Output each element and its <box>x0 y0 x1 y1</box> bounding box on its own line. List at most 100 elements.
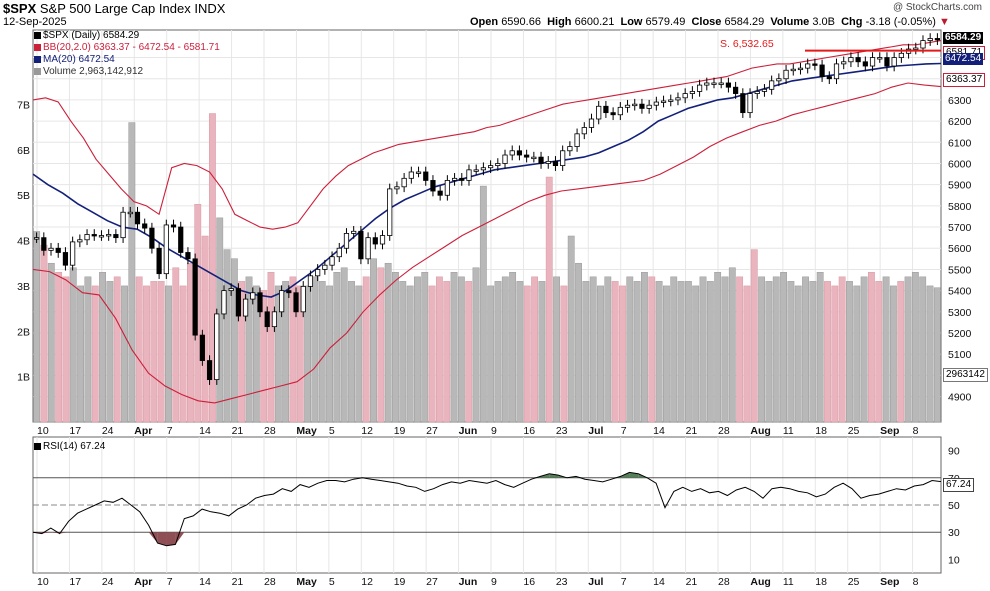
candle-body <box>913 47 919 50</box>
x-tick-label: 14 <box>199 576 211 588</box>
volume-bar <box>816 272 824 423</box>
volume-bar <box>714 272 722 423</box>
candle-body <box>228 288 234 292</box>
volume-bar <box>655 281 663 423</box>
volume-bar <box>575 262 582 423</box>
candle-body <box>120 211 126 239</box>
exchange: INDX <box>194 1 226 16</box>
candle-body <box>307 275 314 287</box>
candle-body <box>581 127 587 135</box>
candle-body <box>134 211 141 225</box>
candle-body <box>387 188 393 236</box>
y-tick-label: 6000 <box>948 158 972 170</box>
x-tick-label: 10 <box>37 576 49 588</box>
candle-body <box>77 239 83 243</box>
x-tick-label: 21 <box>232 425 244 437</box>
candle-body <box>603 105 609 114</box>
x-tick-label: Sep <box>880 425 899 437</box>
bb-lower-line <box>32 82 942 404</box>
volume-bar <box>750 249 758 423</box>
volume-bar <box>824 281 831 423</box>
x-tick-label: 23 <box>556 576 568 588</box>
volume-bar <box>538 281 546 423</box>
volume-bar <box>428 285 436 423</box>
legend-volume: Volume 2,963,142,912 <box>34 66 143 77</box>
candle-body <box>423 171 429 181</box>
volume-bar <box>47 262 55 423</box>
volume-bar <box>860 276 868 423</box>
y-tick-label: 5400 <box>948 286 972 298</box>
volume-bar <box>809 281 817 423</box>
x-tick-label: 9 <box>491 576 497 588</box>
candle-body <box>84 234 90 241</box>
x-tick-label: Jul <box>588 576 603 588</box>
candle-body <box>711 82 717 85</box>
watermark: @ StockCharts.com <box>892 2 982 13</box>
candle-body <box>747 93 753 114</box>
volume-bar <box>882 276 890 423</box>
x-tick-label: 5 <box>329 425 335 437</box>
volume-bar <box>289 276 297 423</box>
volume-bar <box>33 231 41 423</box>
candle-body <box>372 237 378 245</box>
volume-bar <box>457 276 465 423</box>
volume-bar <box>252 285 260 423</box>
candle-body <box>300 285 306 313</box>
x-tick-label: 10 <box>37 425 49 437</box>
y-tick-label: 4900 <box>948 392 972 404</box>
candle-body <box>884 57 890 67</box>
symbol: $SPX <box>3 1 37 16</box>
candle-body <box>192 258 198 336</box>
volume-bar <box>472 267 480 423</box>
x-tick-label: 28 <box>718 425 730 437</box>
candle-body <box>185 252 191 260</box>
volume-bar <box>208 113 216 423</box>
candle-body <box>898 52 904 58</box>
volume-bar <box>362 276 370 423</box>
rsi-tick-label: 90 <box>948 446 960 458</box>
candle-body <box>365 237 371 260</box>
rsi-overbought-fill <box>549 473 559 478</box>
candle-body <box>524 154 530 158</box>
candle-body <box>682 93 688 99</box>
volume-bar <box>802 276 809 423</box>
candle-body <box>379 235 386 245</box>
x-tick-label: Jun <box>459 576 478 588</box>
down-arrow-icon: ▼ <box>938 16 950 28</box>
candle-body <box>206 360 213 381</box>
candle-body <box>790 68 796 72</box>
candle-body <box>315 269 321 277</box>
y-tick-label: 5200 <box>948 328 972 340</box>
candle-body <box>754 91 760 94</box>
candle-body <box>163 224 169 275</box>
candle-body <box>279 290 285 313</box>
volume-bar <box>501 276 509 423</box>
volume-tag: 2963142 <box>943 368 988 382</box>
candle-body <box>495 163 501 167</box>
candle-body <box>257 292 263 313</box>
rsi-tag: 67.24 <box>943 478 975 492</box>
candle-body <box>48 247 54 251</box>
volume-bar <box>846 281 853 423</box>
ma-tag: 6472.54 <box>943 53 984 65</box>
volume-bar <box>765 281 773 423</box>
x-tick-label: 24 <box>102 576 114 588</box>
volume-bar <box>223 249 231 423</box>
volume-tick-label: 1B <box>17 372 30 384</box>
x-tick-label: 16 <box>523 576 535 588</box>
volume-bar <box>296 285 304 423</box>
index-name: S&P 500 Large Cap Index <box>39 1 191 16</box>
candle-body <box>242 298 249 317</box>
bb-lower-tag: 6363.37 <box>943 73 986 87</box>
x-tick-label: 7 <box>621 576 627 588</box>
candle-body <box>632 103 638 107</box>
x-tick-label: May <box>296 576 317 588</box>
volume-bar <box>699 276 707 423</box>
volume-bar <box>267 272 275 423</box>
candle-body <box>271 311 278 328</box>
rsi-oversold-fill <box>59 532 69 534</box>
candle-body <box>725 82 732 88</box>
candle-body <box>797 67 804 71</box>
y-tick-label: 5700 <box>948 222 972 234</box>
